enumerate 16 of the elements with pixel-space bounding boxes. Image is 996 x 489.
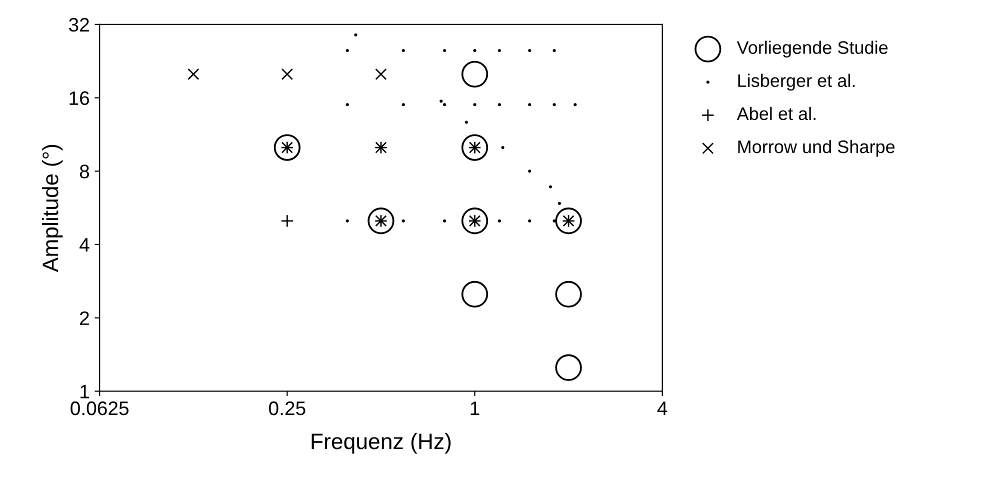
x-axis-title: Frequenz (Hz) [312,432,451,454]
y-tick-label: 2 [80,311,89,325]
legend-label: Lisberger et al. [738,74,855,91]
legend-label: Morrow und Sharpe [738,140,895,157]
legend-label: Vorliegende Studie [736,40,888,58]
y-tick-label: 16 [70,91,90,106]
y-tick-label: 32 [68,18,89,32]
x-tick-label: 1 [470,402,480,416]
y-tick-label: 8 [80,164,90,178]
x-tick-label: 0.25 [269,401,306,416]
x-tick-label: 0.0625 [70,401,129,416]
y-tick-label: 1 [80,384,89,398]
legend-label: Abel et al. [736,106,816,120]
x-tick-label: 4 [657,402,668,416]
y-tick-label: 4 [80,238,90,252]
y-axis-title: Amplitude (°) [42,144,63,272]
